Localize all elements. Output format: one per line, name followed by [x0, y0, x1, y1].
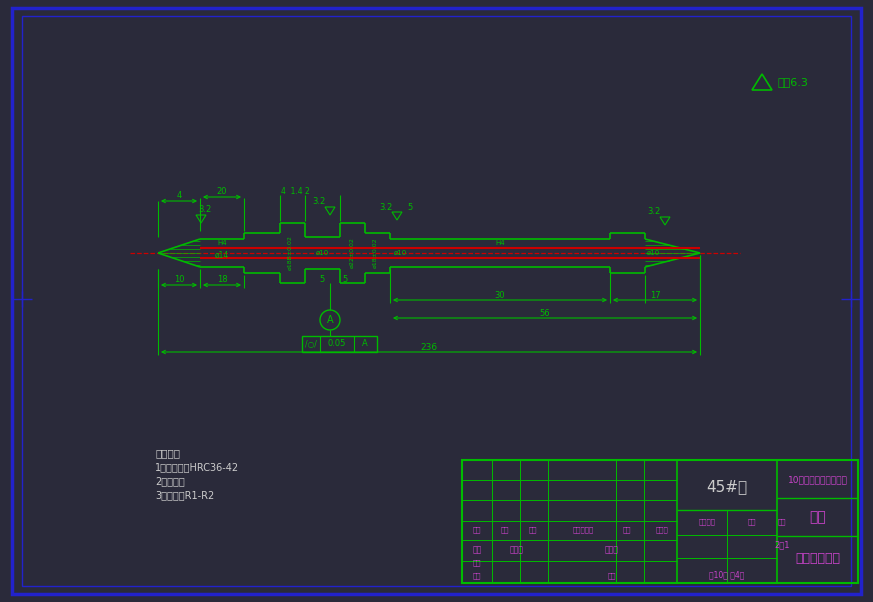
Bar	[462, 460, 858, 583]
Text: 4: 4	[176, 191, 182, 200]
Text: 2清除毛刷: 2清除毛刷	[155, 476, 185, 486]
Text: 比例: 比例	[778, 519, 787, 526]
Text: 20: 20	[217, 187, 227, 196]
Bar	[302, 336, 377, 352]
Text: 45#钉: 45#钉	[706, 480, 747, 494]
Text: /○/: /○/	[305, 340, 317, 349]
Text: 审核: 审核	[472, 545, 482, 554]
Text: 标准化: 标准化	[605, 545, 619, 554]
Text: 机电工程学院: 机电工程学院	[795, 551, 840, 565]
Text: 1调质处理，HRC36-42: 1调质处理，HRC36-42	[155, 462, 239, 472]
Text: 0.05: 0.05	[328, 340, 347, 349]
Text: 10机械设计及其自动化: 10机械设计及其自动化	[787, 476, 848, 485]
Text: 56: 56	[540, 308, 550, 317]
Text: 张数: 张数	[501, 527, 509, 533]
Text: 技术要求: 技术要求	[155, 448, 180, 458]
Text: A: A	[327, 315, 333, 325]
Text: 重量: 重量	[748, 519, 756, 526]
Text: 其余6.3: 其余6.3	[778, 77, 809, 87]
Text: 3.2: 3.2	[648, 208, 661, 217]
Text: 3.2: 3.2	[198, 205, 211, 214]
Text: ø10: ø10	[394, 250, 407, 256]
Text: ø10: ø10	[646, 250, 660, 256]
Text: 阶段标记: 阶段标记	[698, 519, 716, 526]
Text: 4  1.4 2: 4 1.4 2	[280, 187, 309, 196]
Text: ø14: ø14	[215, 250, 229, 259]
Text: ø10: ø10	[316, 250, 329, 256]
Text: 236: 236	[421, 343, 437, 352]
Text: A: A	[362, 340, 368, 349]
Text: 17: 17	[650, 291, 660, 300]
Text: 18: 18	[217, 276, 227, 285]
Text: 签名: 签名	[622, 527, 631, 533]
Text: 3未注圆角R1-R2: 3未注圆角R1-R2	[155, 490, 214, 500]
Text: 3.2: 3.2	[380, 202, 393, 211]
Text: 5: 5	[342, 276, 347, 285]
Text: 宁雅格: 宁雅格	[510, 545, 524, 554]
Text: 分区: 分区	[529, 527, 537, 533]
Text: 年月日: 年月日	[656, 527, 669, 533]
Text: 10: 10	[174, 276, 184, 285]
Text: 审核: 审核	[473, 560, 481, 566]
Text: 5: 5	[408, 202, 413, 211]
Text: 更改文件号: 更改文件号	[573, 527, 594, 533]
Text: 2：1: 2：1	[774, 541, 790, 550]
Text: ø22±0.02: ø22±0.02	[349, 238, 354, 268]
Text: 工艺: 工艺	[473, 573, 481, 579]
Text: H4: H4	[217, 240, 227, 246]
Text: 顶杆: 顶杆	[809, 510, 826, 524]
Text: ø18±0.02: ø18±0.02	[373, 238, 377, 268]
Text: 5: 5	[320, 276, 325, 285]
Text: 30: 30	[495, 291, 505, 300]
Text: 3.2: 3.2	[313, 197, 326, 206]
Text: 批准: 批准	[608, 573, 616, 579]
Text: H4: H4	[495, 240, 505, 246]
Text: 共10张 的4张: 共10张 的4张	[709, 571, 745, 580]
Text: 标记: 标记	[473, 527, 481, 533]
Text: ø18B±0.02: ø18B±0.02	[287, 235, 292, 270]
